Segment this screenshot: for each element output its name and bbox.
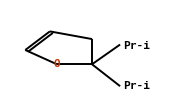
Text: Pr-i: Pr-i bbox=[124, 41, 151, 51]
Text: Pr-i: Pr-i bbox=[124, 81, 151, 91]
Text: O: O bbox=[53, 59, 60, 69]
